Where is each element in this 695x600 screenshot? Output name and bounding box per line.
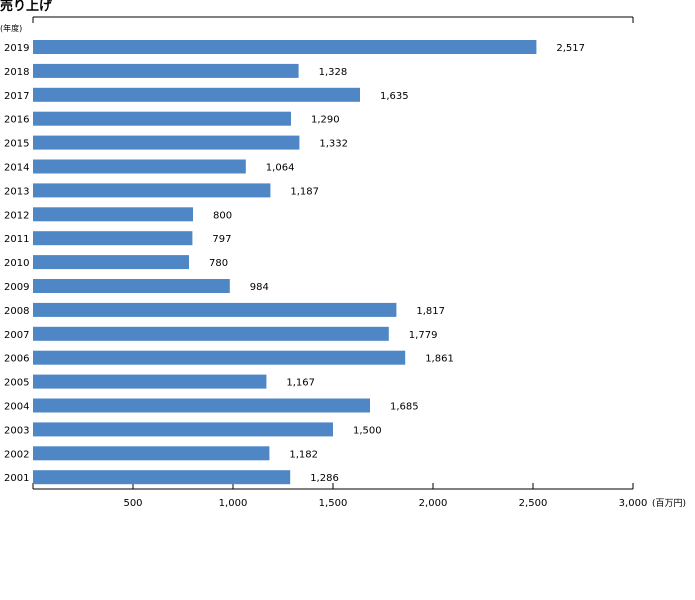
value-label: 1,328 bbox=[319, 67, 348, 78]
value-label: 1,064 bbox=[266, 163, 295, 174]
category-label: 2001 bbox=[4, 473, 29, 484]
value-label: 1,500 bbox=[353, 425, 382, 436]
x-tick-label: 1,000 bbox=[219, 498, 248, 509]
bar bbox=[33, 183, 271, 198]
chart-title: 売り上げ bbox=[0, 0, 53, 14]
value-label: 797 bbox=[212, 234, 231, 245]
bar bbox=[33, 135, 300, 150]
category-label: 2014 bbox=[4, 163, 29, 174]
bar bbox=[33, 87, 360, 102]
bar bbox=[33, 231, 193, 246]
bar bbox=[33, 446, 270, 461]
x-tick-label: 2,000 bbox=[419, 498, 448, 509]
bar bbox=[33, 374, 267, 389]
value-label: 1,286 bbox=[310, 473, 339, 484]
bar bbox=[33, 111, 291, 126]
bar bbox=[33, 398, 370, 413]
value-label: 780 bbox=[209, 258, 228, 269]
category-label: 2011 bbox=[4, 234, 29, 245]
category-label: 2016 bbox=[4, 115, 29, 126]
bar bbox=[33, 159, 246, 174]
value-label: 1,187 bbox=[290, 186, 319, 197]
value-label: 800 bbox=[213, 210, 232, 221]
category-label: 2012 bbox=[4, 210, 29, 221]
value-label: 1,685 bbox=[390, 402, 419, 413]
bar bbox=[33, 207, 193, 222]
bar bbox=[33, 63, 299, 78]
category-label: 2019 bbox=[4, 43, 29, 54]
category-label: 2015 bbox=[4, 139, 29, 150]
category-label: 2017 bbox=[4, 91, 29, 102]
category-label: 2013 bbox=[4, 186, 29, 197]
value-label: 1,861 bbox=[425, 354, 454, 365]
x-tick-label: 1,500 bbox=[319, 498, 348, 509]
bar bbox=[33, 279, 230, 293]
category-label: 2005 bbox=[4, 378, 29, 389]
bar bbox=[33, 350, 406, 365]
category-label: 2006 bbox=[4, 354, 29, 365]
x-unit-label: (百万円) bbox=[652, 498, 686, 509]
value-label: 1,817 bbox=[416, 306, 445, 317]
category-label: 2009 bbox=[4, 282, 29, 293]
year-unit-label: (年度) bbox=[0, 24, 23, 33]
value-label: 1,182 bbox=[289, 449, 318, 460]
value-label: 2,517 bbox=[556, 43, 585, 54]
category-label: 2007 bbox=[4, 330, 29, 341]
bar bbox=[33, 40, 537, 54]
category-label: 2003 bbox=[4, 425, 29, 436]
category-label: 2002 bbox=[4, 449, 29, 460]
value-label: 1,167 bbox=[286, 378, 315, 389]
bar bbox=[33, 255, 189, 270]
category-label: 2008 bbox=[4, 306, 29, 317]
x-tick-label: 500 bbox=[123, 498, 142, 509]
bar bbox=[33, 470, 291, 485]
bar bbox=[33, 302, 397, 317]
value-label: 1,635 bbox=[380, 91, 409, 102]
value-label: 1,779 bbox=[409, 330, 438, 341]
category-label: 2004 bbox=[4, 402, 29, 413]
bar bbox=[33, 422, 333, 437]
category-label: 2018 bbox=[4, 67, 29, 78]
value-label: 1,290 bbox=[311, 115, 340, 126]
category-label: 2010 bbox=[4, 258, 29, 269]
value-label: 1,332 bbox=[319, 139, 348, 150]
x-tick-label: 3,000 bbox=[619, 498, 648, 509]
value-label: 984 bbox=[250, 282, 269, 293]
x-tick-label: 2,500 bbox=[519, 498, 548, 509]
bar bbox=[33, 326, 389, 341]
